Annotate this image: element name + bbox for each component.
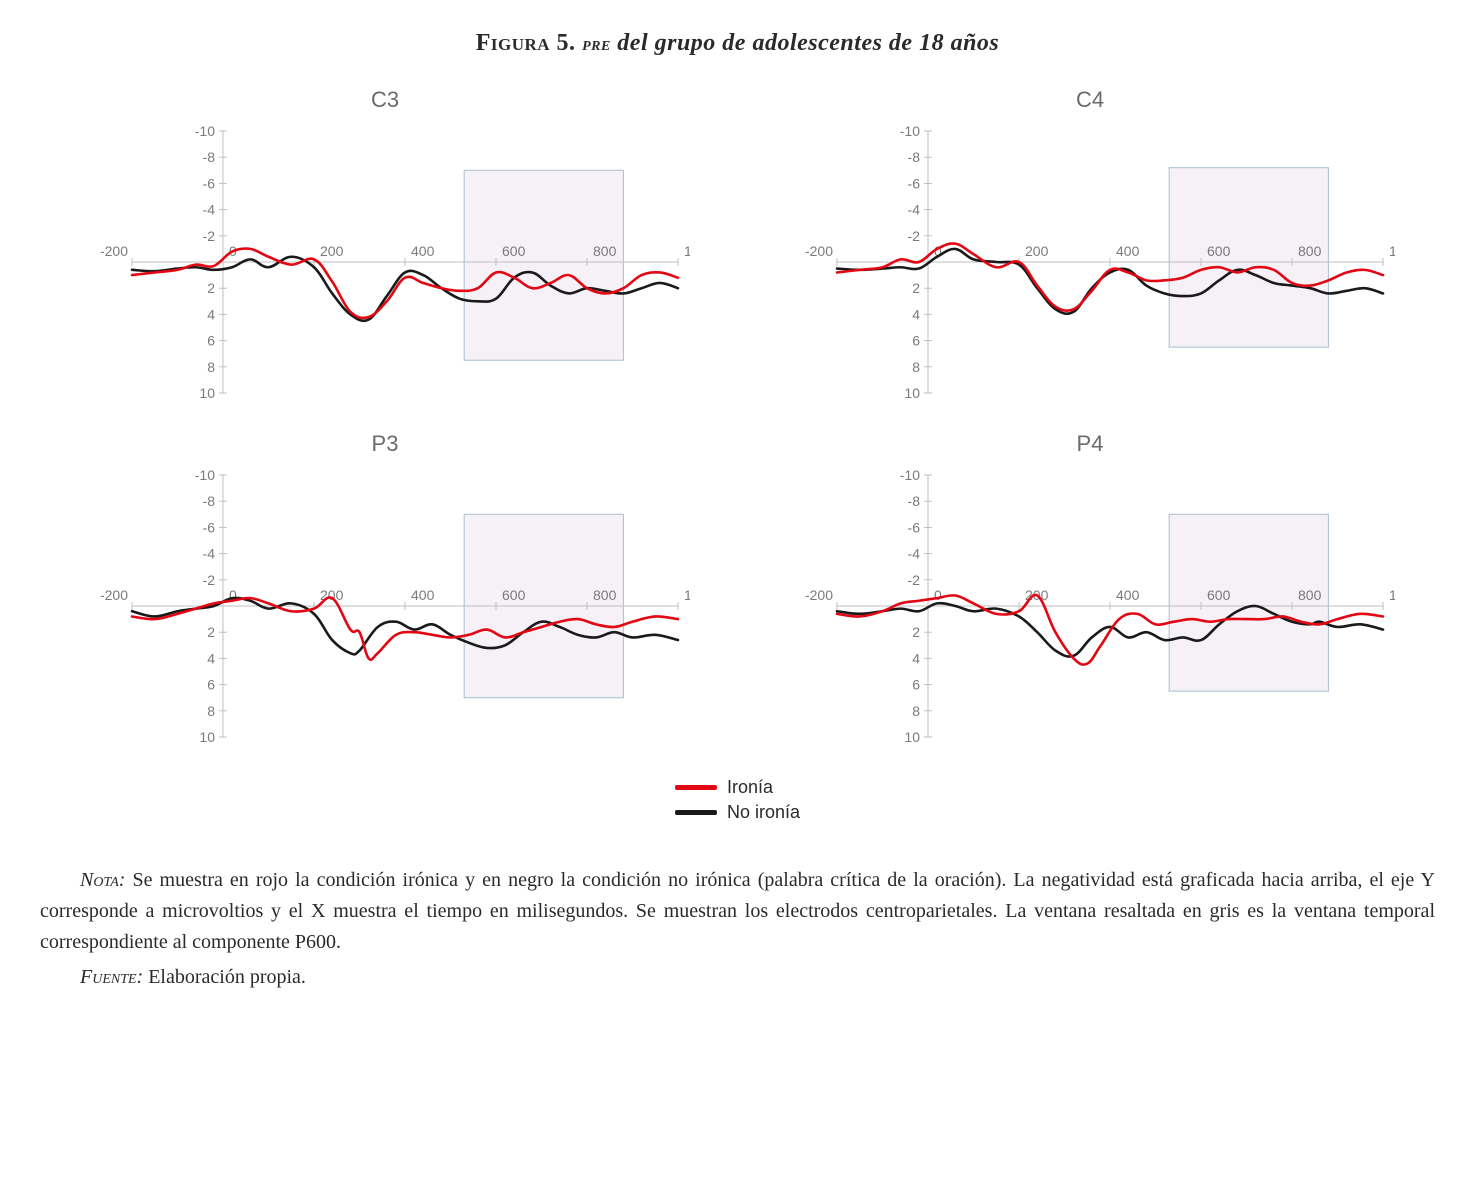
note-lead: Nota: <box>80 869 125 891</box>
svg-text:800: 800 <box>593 243 617 259</box>
svg-text:600: 600 <box>502 587 526 603</box>
svg-text:6: 6 <box>912 333 920 349</box>
svg-text:400: 400 <box>411 243 435 259</box>
svg-text:-4: -4 <box>908 546 921 562</box>
svg-text:8: 8 <box>912 359 920 375</box>
svg-text:-8: -8 <box>908 149 921 165</box>
svg-text:600: 600 <box>1207 243 1231 259</box>
svg-text:6: 6 <box>912 677 920 693</box>
legend: Ironía No ironía <box>675 775 800 825</box>
legend-swatch-ironia <box>675 785 717 790</box>
chart-svg-c3: -20002004006008001000-10-8-6-4-2246810 <box>80 121 690 411</box>
svg-text:8: 8 <box>207 359 215 375</box>
svg-text:-8: -8 <box>203 493 216 509</box>
svg-text:10: 10 <box>199 385 215 401</box>
svg-text:-8: -8 <box>908 493 921 509</box>
svg-text:-2: -2 <box>203 228 216 244</box>
svg-text:6: 6 <box>207 333 215 349</box>
figure-title: Figura 5. pre del grupo de adolescentes … <box>40 30 1435 57</box>
svg-text:-8: -8 <box>203 149 216 165</box>
charts-grid: C3 -200 0 200 400 600 800 1000 -10 -8 -6 -4 -2 2 4 6 8 1… <box>63 87 1413 755</box>
svg-text:1000: 1000 <box>684 587 690 603</box>
svg-text:-2: -2 <box>908 228 921 244</box>
legend-row-ironia: Ironía <box>675 777 773 798</box>
svg-text:10: 10 <box>904 729 920 745</box>
svg-text:800: 800 <box>1298 243 1322 259</box>
source-lead: Fuente: <box>80 966 143 988</box>
svg-text:8: 8 <box>207 703 215 719</box>
svg-text:-200: -200 <box>805 587 833 603</box>
svg-text:4: 4 <box>912 650 920 666</box>
svg-text:600: 600 <box>1207 587 1231 603</box>
svg-text:400: 400 <box>411 587 435 603</box>
svg-text:-200: -200 <box>805 243 833 259</box>
figure-source: Fuente: Elaboración propia. <box>40 966 1435 989</box>
svg-text:-2: -2 <box>908 572 921 588</box>
svg-text:-6: -6 <box>908 175 921 191</box>
svg-text:-200: -200 <box>100 587 128 603</box>
svg-text:-10: -10 <box>900 467 920 483</box>
legend-label-ironia: Ironía <box>727 777 773 798</box>
legend-swatch-no-ironia <box>675 810 717 815</box>
source-text: Elaboración propia. <box>148 966 306 988</box>
svg-text:4: 4 <box>912 306 920 322</box>
chart-svg-p4: -20002004006008001000-10-8-6-4-2246810 <box>785 465 1395 755</box>
svg-text:4: 4 <box>207 650 215 666</box>
svg-text:2: 2 <box>912 624 920 640</box>
svg-text:1000: 1000 <box>684 243 690 259</box>
svg-text:2: 2 <box>207 624 215 640</box>
svg-text:-10: -10 <box>900 123 920 139</box>
chart-c3: C3 -20002004006008001000-10-8-6-4-224681… <box>63 87 708 411</box>
title-prefix: Figura 5. <box>476 30 576 56</box>
title-rest: del grupo de adolescentes de 18 años <box>617 30 999 56</box>
chart-c4: C4 -20002004006008001000-10-8-6-4-224681… <box>768 87 1413 411</box>
legend-label-no-ironia: No ironía <box>727 802 800 823</box>
svg-text:200: 200 <box>320 243 344 259</box>
svg-text:-4: -4 <box>203 202 216 218</box>
svg-text:600: 600 <box>502 243 526 259</box>
svg-text:800: 800 <box>1298 587 1322 603</box>
legend-row-no-ironia: No ironía <box>675 802 800 823</box>
svg-text:10: 10 <box>199 729 215 745</box>
svg-text:-6: -6 <box>908 519 921 535</box>
svg-text:-200: -200 <box>100 243 128 259</box>
svg-text:-4: -4 <box>203 546 216 562</box>
svg-text:2: 2 <box>207 280 215 296</box>
svg-text:-6: -6 <box>203 519 216 535</box>
svg-text:-4: -4 <box>908 202 921 218</box>
svg-text:800: 800 <box>593 587 617 603</box>
svg-text:400: 400 <box>1116 587 1140 603</box>
svg-text:0: 0 <box>934 587 942 603</box>
svg-text:1000: 1000 <box>1389 587 1395 603</box>
svg-text:-6: -6 <box>203 175 216 191</box>
svg-text:200: 200 <box>1025 243 1049 259</box>
svg-text:2: 2 <box>912 280 920 296</box>
chart-p3: P3 -20002004006008001000-10-8-6-4-224681… <box>63 431 708 755</box>
svg-text:400: 400 <box>1116 243 1140 259</box>
figure-note: Nota: Se muestra en rojo la condición ir… <box>40 865 1435 958</box>
svg-text:8: 8 <box>912 703 920 719</box>
chart-p4: P4 -20002004006008001000-10-8-6-4-224681… <box>768 431 1413 755</box>
chart-title-p4: P4 <box>1077 431 1104 457</box>
svg-text:10: 10 <box>904 385 920 401</box>
title-pre: pre <box>582 33 611 55</box>
svg-text:4: 4 <box>207 306 215 322</box>
chart-title-c3: C3 <box>371 87 399 113</box>
chart-title-c4: C4 <box>1076 87 1104 113</box>
note-text: Se muestra en rojo la condición irónica … <box>40 869 1435 953</box>
svg-text:6: 6 <box>207 677 215 693</box>
chart-title-p3: P3 <box>372 431 399 457</box>
chart-svg-c4: -20002004006008001000-10-8-6-4-2246810 <box>785 121 1395 411</box>
svg-text:-2: -2 <box>203 572 216 588</box>
svg-text:-10: -10 <box>195 467 215 483</box>
chart-svg-p3: -20002004006008001000-10-8-6-4-2246810 <box>80 465 690 755</box>
svg-text:1000: 1000 <box>1389 243 1395 259</box>
svg-text:-10: -10 <box>195 123 215 139</box>
